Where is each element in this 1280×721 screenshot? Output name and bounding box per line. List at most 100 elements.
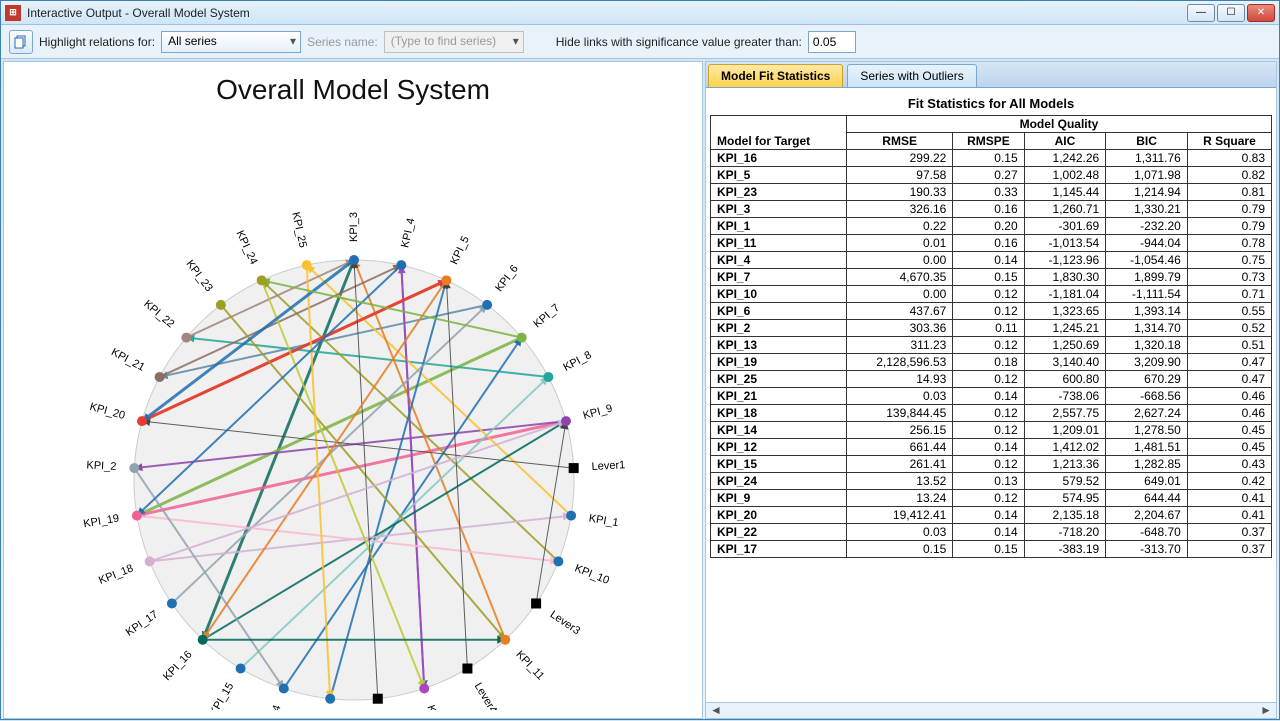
- node-KPI_13[interactable]: [325, 694, 335, 704]
- node-KPI_2[interactable]: [129, 463, 139, 473]
- col-aic[interactable]: AIC: [1024, 133, 1106, 150]
- table-row[interactable]: KPI_913.240.12574.95644.440.41: [711, 490, 1272, 507]
- node-KPI_15[interactable]: [236, 664, 246, 674]
- node-label: KPI_12: [424, 704, 447, 710]
- node-KPI_8[interactable]: [543, 372, 553, 382]
- node-KPI_20[interactable]: [137, 416, 147, 426]
- table-row[interactable]: KPI_100.000.12-1,181.04-1,111.540.71: [711, 286, 1272, 303]
- network-diagram[interactable]: KPI_3KPI_4KPI_5KPI_6KPI_7KPI_8KPI_9Lever…: [4, 110, 703, 710]
- cell-target: KPI_14: [711, 422, 847, 439]
- tab-model-fit[interactable]: Model Fit Statistics: [708, 64, 843, 87]
- node-KPI_12[interactable]: [419, 683, 429, 693]
- table-row[interactable]: KPI_170.150.15-383.19-313.700.37: [711, 541, 1272, 558]
- node-KPI_3[interactable]: [349, 255, 359, 265]
- cell-value: -383.19: [1024, 541, 1106, 558]
- table-row[interactable]: KPI_2303.360.111,245.211,314.700.52: [711, 320, 1272, 337]
- table-row[interactable]: KPI_74,670.350.151,830.301,899.790.73: [711, 269, 1272, 286]
- table-row[interactable]: KPI_13311.230.121,250.691,320.180.51: [711, 337, 1272, 354]
- col-r-square[interactable]: R Square: [1187, 133, 1271, 150]
- cell-value: -1,181.04: [1024, 286, 1106, 303]
- node-KPI_24[interactable]: [257, 275, 267, 285]
- node-Lever1[interactable]: [569, 463, 579, 473]
- node-label: KPI_24: [234, 229, 260, 267]
- cell-value: 1,278.50: [1106, 422, 1188, 439]
- scroll-right-icon[interactable]: ►: [1260, 703, 1272, 718]
- table-row[interactable]: KPI_23190.330.331,145.441,214.940.81: [711, 184, 1272, 201]
- cell-value: 1,071.98: [1106, 167, 1188, 184]
- table-row[interactable]: KPI_597.580.271,002.481,071.980.82: [711, 167, 1272, 184]
- cell-value: 303.36: [846, 320, 952, 337]
- cell-value: 0.73: [1187, 269, 1271, 286]
- node-KPI_21[interactable]: [155, 372, 165, 382]
- table-row[interactable]: KPI_10.220.20-301.69-232.200.79: [711, 218, 1272, 235]
- minimize-button[interactable]: —: [1187, 4, 1215, 22]
- tab-series-outliers[interactable]: Series with Outliers: [847, 64, 976, 87]
- highlight-series-combo[interactable]: All series: [161, 31, 301, 53]
- node-KPI_16[interactable]: [198, 635, 208, 645]
- table-row[interactable]: KPI_2413.520.13579.52649.010.42: [711, 473, 1272, 490]
- node-KPI_22[interactable]: [181, 333, 191, 343]
- cell-value: 1,899.79: [1106, 269, 1188, 286]
- table-row[interactable]: KPI_12661.440.141,412.021,481.510.45: [711, 439, 1272, 456]
- node-KPI_25[interactable]: [302, 260, 312, 270]
- node-Lever3[interactable]: [531, 598, 541, 608]
- cell-value: -301.69: [1024, 218, 1106, 235]
- cell-value: 0.55: [1187, 303, 1271, 320]
- table-row[interactable]: KPI_40.000.14-1,123.96-1,054.460.75: [711, 252, 1272, 269]
- table-row[interactable]: KPI_6437.670.121,323.651,393.140.55: [711, 303, 1272, 320]
- cell-value: 0.12: [953, 405, 1024, 422]
- node-KPI_17[interactable]: [167, 598, 177, 608]
- node-label: KPI_5: [448, 234, 471, 266]
- close-button[interactable]: ✕: [1247, 4, 1275, 22]
- scroll-left-icon[interactable]: ◄: [710, 703, 722, 718]
- table-row[interactable]: KPI_220.030.14-718.20-648.700.37: [711, 524, 1272, 541]
- cell-value: 139,844.45: [846, 405, 952, 422]
- cell-target: KPI_24: [711, 473, 847, 490]
- node-KPI_9[interactable]: [561, 416, 571, 426]
- horizontal-scrollbar[interactable]: ◄ ►: [706, 702, 1276, 718]
- significance-input[interactable]: [808, 31, 856, 53]
- node-KPI_4[interactable]: [396, 260, 406, 270]
- cell-value: 0.20: [953, 218, 1024, 235]
- node-KPI_14[interactable]: [279, 683, 289, 693]
- table-row[interactable]: KPI_15261.410.121,213.361,282.850.43: [711, 456, 1272, 473]
- node-KPI_1[interactable]: [566, 511, 576, 521]
- table-row[interactable]: KPI_3326.160.161,260.711,330.210.79: [711, 201, 1272, 218]
- col-bic[interactable]: BIC: [1106, 133, 1188, 150]
- table-row[interactable]: KPI_110.010.16-1,013.54-944.040.78: [711, 235, 1272, 252]
- cell-value: 1,002.48: [1024, 167, 1106, 184]
- cell-target: KPI_23: [711, 184, 847, 201]
- table-row[interactable]: KPI_2514.930.12600.80670.290.47: [711, 371, 1272, 388]
- table-row[interactable]: KPI_14256.150.121,209.011,278.500.45: [711, 422, 1272, 439]
- col-target[interactable]: Model for Target: [711, 116, 847, 150]
- col-rmse[interactable]: RMSE: [846, 133, 952, 150]
- table-row[interactable]: KPI_16299.220.151,242.261,311.760.83: [711, 150, 1272, 167]
- cell-target: KPI_3: [711, 201, 847, 218]
- node-Lever2[interactable]: [373, 694, 383, 704]
- node-KPI_5[interactable]: [441, 275, 451, 285]
- node-KPI_18[interactable]: [145, 556, 155, 566]
- col-rmspe[interactable]: RMSPE: [953, 133, 1024, 150]
- chart-title: Overall Model System: [4, 62, 702, 110]
- cell-value: 1,213.36: [1024, 456, 1106, 473]
- node-KPI_7[interactable]: [517, 333, 527, 343]
- cell-value: 299.22: [846, 150, 952, 167]
- cell-value: 97.58: [846, 167, 952, 184]
- node-KPI_11[interactable]: [500, 635, 510, 645]
- maximize-button[interactable]: ☐: [1217, 4, 1245, 22]
- table-row[interactable]: KPI_210.030.14-738.06-668.560.46: [711, 388, 1272, 405]
- cell-target: KPI_10: [711, 286, 847, 303]
- copy-icon[interactable]: [9, 30, 33, 54]
- table-row[interactable]: KPI_192,128,596.530.183,140.403,209.900.…: [711, 354, 1272, 371]
- cell-value: 3,140.40: [1024, 354, 1106, 371]
- node-KPI_6[interactable]: [482, 300, 492, 310]
- node-Lever4[interactable]: [462, 664, 472, 674]
- cell-value: 0.43: [1187, 456, 1271, 473]
- cell-value: 19,412.41: [846, 507, 952, 524]
- node-KPI_19[interactable]: [132, 511, 142, 521]
- node-KPI_10[interactable]: [553, 556, 563, 566]
- table-row[interactable]: KPI_2019,412.410.142,135.182,204.670.41: [711, 507, 1272, 524]
- table-row[interactable]: KPI_18139,844.450.122,557.752,627.240.46: [711, 405, 1272, 422]
- node-KPI_23[interactable]: [216, 300, 226, 310]
- cell-value: 311.23: [846, 337, 952, 354]
